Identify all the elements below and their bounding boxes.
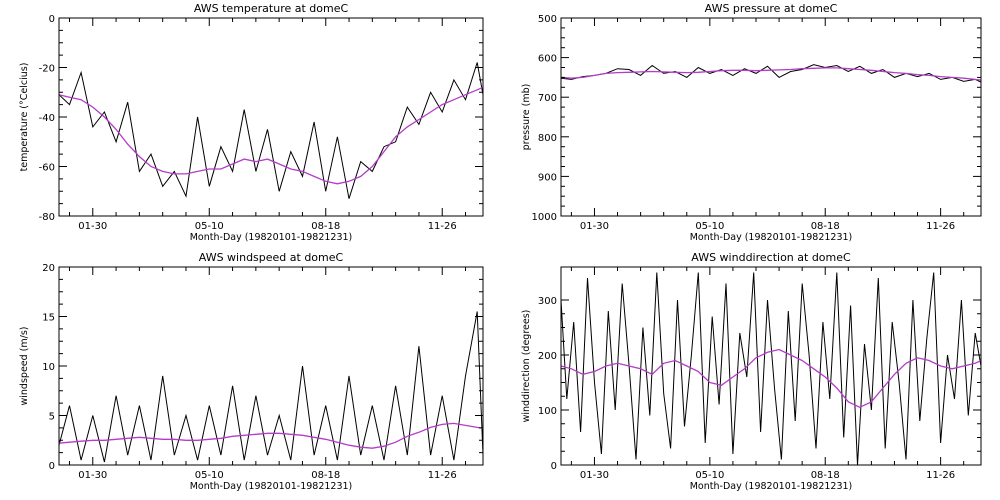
y-axis-label: pressure (mb) (521, 84, 532, 151)
series-line-raw (59, 62, 483, 199)
x-tick-label: 08-18 (311, 221, 340, 232)
chart-panel-1: -80 -60 -40 -20 0 01-30 05-10 08-18 11-26 AWS tem… (19, 2, 484, 243)
y-axis-label: windspeed (m/s) (19, 327, 30, 406)
y-tick-label: 700 (538, 93, 557, 104)
y-axis-label: temperature (°Celcius) (19, 63, 30, 172)
chart-title: AWS windspeed at domeC (199, 251, 344, 264)
chart-panel-2: 500 600 700 800 900 1000 01-30 05-10 08-18 11-26 A… (521, 2, 982, 243)
chart-panel-3: 0 5 10 15 20 01-30 05-10 08-18 11-26 AWS windspee… (19, 251, 484, 492)
chart-title: AWS winddirection at domeC (691, 251, 851, 264)
x-tick-label: 08-18 (811, 470, 840, 481)
plot-frame (560, 17, 982, 217)
x-tick-label: 11-26 (428, 221, 457, 232)
x-tick-label: 05-10 (195, 221, 224, 232)
x-tick-label: 11-26 (926, 221, 955, 232)
y-tick-label: 15 (42, 313, 55, 324)
y-tick-label: 5 (49, 412, 55, 423)
y-tick-label: 10 (42, 362, 55, 373)
chart-title: AWS temperature at domeC (194, 2, 349, 15)
y-tick-label: 900 (538, 172, 557, 183)
y-tick-label: 600 (538, 54, 557, 65)
x-tick-label: 01-30 (78, 221, 107, 232)
chart-panel-4: 0 100 200 300 01-30 05-10 08-18 11-26 AWS winddi… (521, 251, 982, 492)
x-tick-label: 01-30 (78, 470, 107, 481)
y-tick-label: 1000 (532, 212, 557, 223)
y-tick-label: 0 (49, 14, 55, 25)
x-axis-label: Month-Day (19820101-19821231) (190, 481, 353, 492)
y-tick-label: 300 (538, 296, 557, 307)
x-tick-label: 11-26 (428, 470, 457, 481)
y-tick-label: -20 (39, 64, 55, 75)
plot-frame (58, 266, 484, 466)
series-line-smoothed (561, 348, 981, 409)
y-tick-label: -60 (39, 163, 55, 174)
plot-frame (58, 17, 484, 217)
series-line-smoothed (59, 422, 483, 449)
series-line-smoothed (59, 86, 483, 185)
x-tick-label: 11-26 (926, 470, 955, 481)
y-axis-label: winddirection (degrees) (521, 310, 532, 423)
y-tick-label: 100 (538, 406, 557, 417)
x-axis-label: Month-Day (19820101-19821231) (690, 481, 853, 492)
series-line-raw (59, 311, 483, 463)
x-axis-label: Month-Day (19820101-19821231) (190, 232, 353, 243)
series-line-smoothed (561, 67, 981, 81)
y-tick-label: 500 (538, 14, 557, 25)
x-tick-label: 05-10 (695, 470, 724, 481)
series-line-raw (561, 272, 981, 465)
y-tick-label: -40 (39, 113, 55, 124)
y-tick-label: 0 (49, 461, 55, 472)
series-line-raw (561, 64, 981, 83)
x-tick-label: 01-30 (580, 470, 609, 481)
x-tick-label: 05-10 (695, 221, 724, 232)
chart-title: AWS pressure at domeC (705, 2, 838, 15)
x-axis-label: Month-Day (19820101-19821231) (690, 232, 853, 243)
y-tick-label: 20 (42, 263, 55, 274)
y-tick-label: 200 (538, 351, 557, 362)
y-tick-label: -80 (39, 212, 55, 223)
x-tick-label: 05-10 (195, 470, 224, 481)
y-tick-label: 800 (538, 133, 557, 144)
x-tick-label: 01-30 (580, 221, 609, 232)
x-tick-label: 08-18 (311, 470, 340, 481)
x-tick-label: 08-18 (811, 221, 840, 232)
y-tick-label: 0 (551, 461, 557, 472)
plot-frame (560, 266, 982, 466)
